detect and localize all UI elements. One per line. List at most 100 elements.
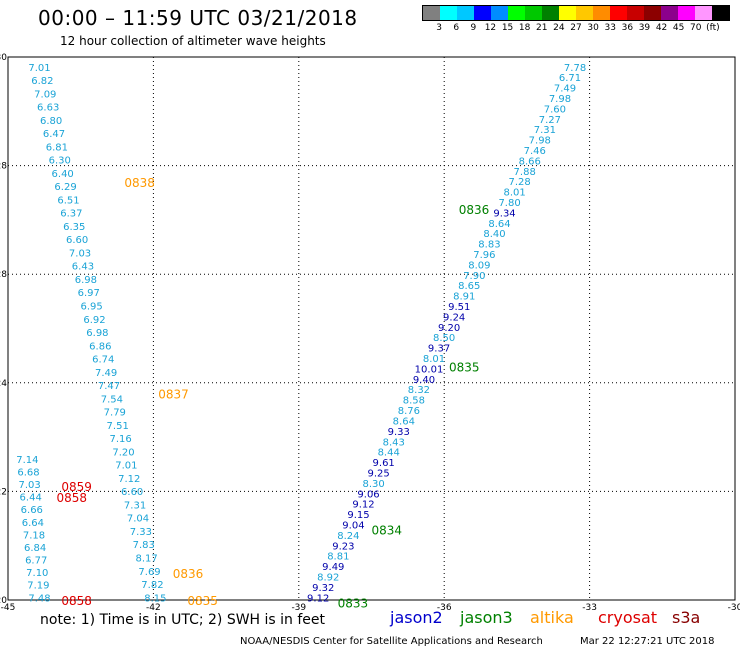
legend-swatch <box>423 6 440 20</box>
wave-height-label: 6.82 <box>31 76 53 87</box>
wave-height-label: 6.47 <box>43 129 65 140</box>
wave-height-label: 6.97 <box>78 288 100 299</box>
wave-height-label: 7.09 <box>34 89 56 100</box>
wave-height-label: 6.29 <box>54 182 76 193</box>
legend-swatch <box>661 6 678 20</box>
wave-height-label: 7.83 <box>133 540 155 551</box>
wave-height-label: 7.04 <box>127 514 149 525</box>
wave-height-label: 8.81 <box>327 552 349 563</box>
legend-swatch <box>457 6 474 20</box>
legend-label: 9 <box>470 23 477 33</box>
wave-height-label: 7.20 <box>112 447 134 458</box>
wave-height-label: 8.50 <box>433 333 455 344</box>
credit-text: NOAA/NESDIS Center for Satellite Applica… <box>240 636 543 647</box>
legend-labels: 3 6 9 12 15 18 21 24 27 30 33 36 39 42 45 70 (ft) <box>422 21 730 35</box>
wave-height-label: 6.98 <box>86 328 108 339</box>
wave-height-label: 9.12 <box>307 593 329 604</box>
legend-swatch <box>627 6 644 20</box>
wave-height-label: 7.33 <box>130 527 152 538</box>
legend-swatch <box>695 6 712 20</box>
legend-jason2: jason2 <box>390 608 443 627</box>
wave-height-label: 6.63 <box>37 103 59 114</box>
legend-label: (ft) <box>706 23 720 33</box>
legend-label: 21 <box>536 23 548 33</box>
pass-time-label: 0858 <box>61 594 92 608</box>
wave-height-label: 6.68 <box>17 467 39 478</box>
wave-height-label: 7.28 <box>509 177 531 188</box>
legend-jason3: jason3 <box>460 608 513 627</box>
wave-height-label: 7.54 <box>101 394 123 405</box>
y-tick-label: 20 <box>0 596 7 606</box>
legend-label: 15 <box>501 23 514 33</box>
legend-swatch <box>474 6 491 20</box>
wave-height-label: 8.01 <box>423 354 445 365</box>
legend-label: 18 <box>518 23 531 33</box>
legend-label: 33 <box>604 23 616 33</box>
wave-height-label: 6.60 <box>66 235 88 246</box>
wave-height-label: 7.88 <box>514 167 536 178</box>
wave-height-label: 8.66 <box>519 156 541 167</box>
wave-height-label: 7.78 <box>564 63 586 74</box>
legend-label: 12 <box>484 23 497 33</box>
wave-height-label: 7.79 <box>104 408 126 419</box>
page-subtitle: 12 hour collection of altimeter wave hei… <box>60 34 326 48</box>
legend-label: 27 <box>570 23 582 33</box>
wave-height-label: 9.23 <box>332 541 354 552</box>
legend-swatch <box>508 6 525 20</box>
wave-height-label: 9.12 <box>352 500 374 511</box>
wave-height-label: 7.19 <box>27 581 49 592</box>
wave-height-label: 7.31 <box>534 125 556 136</box>
wave-height-label: 6.51 <box>57 195 79 206</box>
wave-height-label: 8.92 <box>317 572 339 583</box>
generated-timestamp: Mar 22 12:27:21 UTC 2018 <box>580 636 715 647</box>
wave-height-label: 8.01 <box>503 188 525 199</box>
wave-height-label: 9.40 <box>413 375 435 386</box>
pass-time-label: 0837 <box>158 388 189 402</box>
wave-height-label: 8.76 <box>398 406 420 417</box>
wave-height-label: 6.44 <box>20 493 42 504</box>
legend-swatch <box>525 6 542 20</box>
legend-label: 3 <box>436 23 442 33</box>
wave-height-label: 7.80 <box>498 198 520 209</box>
wave-height-label: 9.15 <box>347 510 369 521</box>
wave-height-label: 9.34 <box>493 208 515 219</box>
wave-height-label: 7.03 <box>18 480 40 491</box>
legend-swatches <box>422 5 730 21</box>
y-tick-label: 28 <box>0 270 7 280</box>
wave-height-label: 6.81 <box>46 142 68 153</box>
wave-height-label: 6.60 <box>121 487 143 498</box>
x-tick-label: -42 <box>146 603 161 613</box>
wave-height-label: 9.32 <box>312 583 334 594</box>
wave-height-label: 7.90 <box>463 271 485 282</box>
wave-height-label: 8.64 <box>488 219 510 230</box>
wave-height-label: 6.95 <box>80 302 102 313</box>
wave-height-label: 8.91 <box>453 292 475 303</box>
wave-height-label: 6.92 <box>83 315 105 326</box>
x-tick-label: -39 <box>291 603 306 613</box>
wave-height-label: 8.30 <box>362 479 384 490</box>
wave-height-label: 7.98 <box>549 94 571 105</box>
wave-height-label: 9.33 <box>388 427 410 438</box>
wave-height-label: 7.69 <box>138 567 160 578</box>
wave-height-label: 6.98 <box>75 275 97 286</box>
wave-height-label: 10.01 <box>415 364 444 375</box>
wave-height-label: 9.37 <box>428 344 450 355</box>
pass-time-label: 0833 <box>338 597 369 611</box>
wave-height-label: 8.17 <box>136 553 158 564</box>
wave-height-label: 7.96 <box>473 250 495 261</box>
wave-height-label: 9.25 <box>367 468 389 479</box>
wave-height-label: 8.58 <box>403 396 425 407</box>
wave-height-label: 7.31 <box>124 500 146 511</box>
wave-height-label: 7.82 <box>141 580 163 591</box>
wave-height-label: 6.84 <box>24 543 46 554</box>
wave-height-label: 7.01 <box>28 63 50 74</box>
wave-height-label: 8.09 <box>468 260 490 271</box>
legend-swatch <box>559 6 576 20</box>
wave-height-label: 6.66 <box>21 505 43 516</box>
legend-label: 42 <box>655 23 668 33</box>
wave-height-label: 6.80 <box>40 116 62 127</box>
wave-height-label: 6.64 <box>22 518 44 529</box>
wave-height-label: 6.86 <box>89 341 111 352</box>
legend-label: 6 <box>453 23 460 33</box>
wave-height-label: 7.48 <box>28 593 50 604</box>
